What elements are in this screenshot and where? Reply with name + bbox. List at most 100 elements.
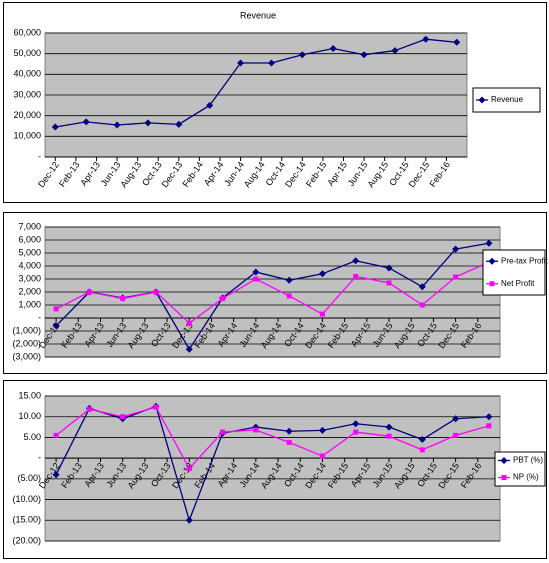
y-tick-label: 5.00 <box>23 432 41 442</box>
y-tick-label: - <box>38 151 41 161</box>
marker <box>185 516 193 524</box>
legend-label: NP (%) <box>513 473 539 482</box>
marker <box>486 423 492 429</box>
legend-label: Pre-tax Profit <box>501 256 548 265</box>
y-tick-label: (3,000) <box>12 351 41 361</box>
marker <box>485 239 493 247</box>
marker <box>86 406 92 412</box>
marker <box>453 38 461 46</box>
y-tick-label: 15.00 <box>18 390 41 400</box>
marker <box>488 257 496 265</box>
marker <box>113 121 121 129</box>
marker <box>489 281 495 287</box>
marker <box>51 123 59 131</box>
y-tick-label: (5.00) <box>17 473 41 483</box>
series-line <box>55 38 457 128</box>
legend-label: Net Profit <box>501 279 535 288</box>
marker <box>500 457 508 464</box>
y-tick-label: (10.00) <box>12 494 41 504</box>
marker <box>353 273 359 279</box>
marker <box>453 274 459 280</box>
marker <box>385 423 393 431</box>
marker <box>319 311 325 317</box>
marker <box>319 453 325 459</box>
marker <box>175 120 183 128</box>
marker <box>419 302 425 308</box>
marker <box>267 59 275 67</box>
marker <box>352 257 360 265</box>
series-line <box>55 405 489 523</box>
y-tick-label: (2,000) <box>12 338 41 348</box>
y-tick-label: 3,000 <box>18 273 41 283</box>
marker <box>120 414 126 420</box>
marker <box>253 276 259 282</box>
marker <box>501 475 507 480</box>
y-tick-label: 1,000 <box>18 299 41 309</box>
y-tick-label: 2,000 <box>18 286 41 296</box>
marker <box>86 289 92 295</box>
legend-label: PBT (%) <box>513 456 543 465</box>
y-tick-label: 50,000 <box>13 48 41 58</box>
marker <box>53 306 59 312</box>
marker <box>185 345 193 353</box>
marker <box>286 439 292 445</box>
marker <box>419 447 425 453</box>
marker <box>418 436 426 443</box>
y-tick-label: 20,000 <box>13 110 41 120</box>
y-tick-label: 5,000 <box>18 247 41 257</box>
legend <box>482 249 546 296</box>
marker <box>206 101 214 109</box>
marker <box>220 429 226 435</box>
marker <box>418 283 426 291</box>
marker <box>186 320 192 326</box>
marker <box>53 432 59 438</box>
marker <box>285 427 293 435</box>
marker <box>286 293 292 299</box>
marker <box>352 420 360 428</box>
chart-title: Revenue <box>240 10 276 20</box>
marker <box>144 119 152 127</box>
marker <box>385 264 393 272</box>
y-tick-label: 10,000 <box>13 131 41 141</box>
marker <box>391 47 399 55</box>
marker <box>52 471 60 479</box>
series-line <box>55 406 490 470</box>
marker <box>422 35 430 43</box>
y-tick-label: - <box>38 312 41 322</box>
y-tick-label: (15.00) <box>12 515 41 525</box>
marker <box>452 415 460 423</box>
y-tick-label: 7,000 <box>18 221 41 231</box>
y-tick-label: - <box>38 453 41 463</box>
marker <box>52 322 60 330</box>
marker <box>120 296 126 301</box>
marker <box>485 413 493 421</box>
y-tick-label: (20.00) <box>12 535 41 545</box>
marker <box>220 296 226 301</box>
marker <box>353 429 359 435</box>
marker <box>386 433 392 439</box>
marker <box>298 51 306 59</box>
marker <box>478 96 486 104</box>
marker <box>237 59 245 67</box>
y-tick-label: 10.00 <box>18 411 41 421</box>
marker <box>452 245 460 253</box>
marker <box>252 268 260 276</box>
marker <box>153 404 159 410</box>
y-tick-label: (1,000) <box>12 325 41 335</box>
marker <box>285 276 293 284</box>
series-line <box>55 261 490 325</box>
marker <box>318 426 326 434</box>
y-tick-label: 60,000 <box>13 27 41 37</box>
marker <box>360 51 368 59</box>
y-tick-label: 40,000 <box>13 69 41 79</box>
marker <box>318 270 326 278</box>
marker <box>82 118 90 126</box>
marker <box>453 432 459 438</box>
marker <box>253 427 259 433</box>
marker <box>186 466 192 471</box>
marker <box>153 289 159 295</box>
marker <box>386 280 392 286</box>
y-tick-label: 4,000 <box>18 260 41 270</box>
marker <box>329 45 337 52</box>
